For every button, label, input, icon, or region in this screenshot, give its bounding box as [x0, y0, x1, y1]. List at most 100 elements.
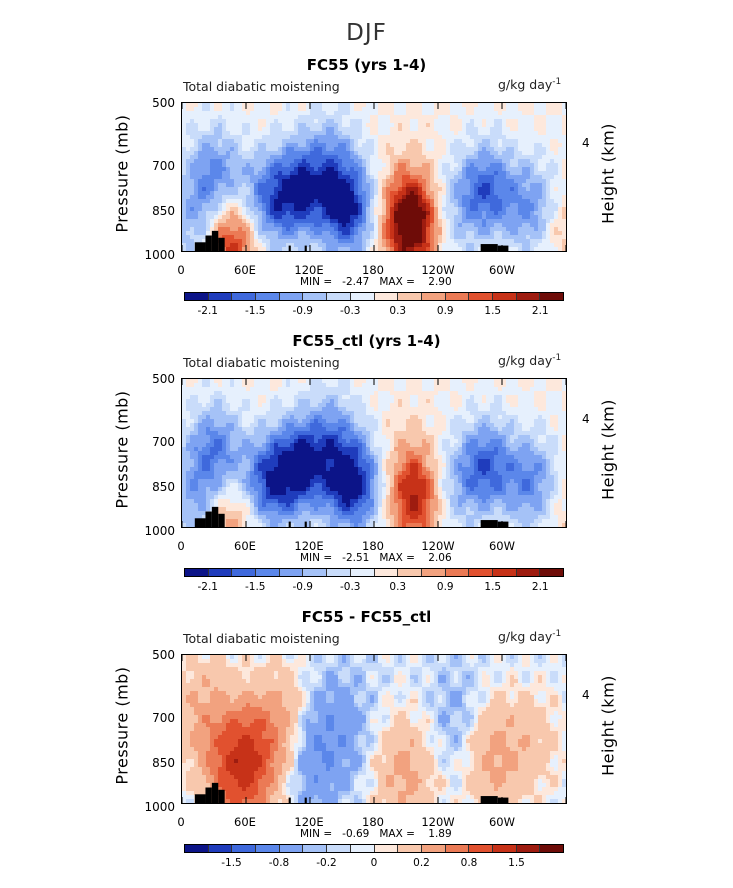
heatmap-cell	[298, 395, 303, 400]
heatmap-cell	[334, 147, 339, 152]
heatmap-cell	[498, 111, 503, 116]
heatmap-cell	[334, 187, 339, 192]
heatmap-cell	[518, 227, 523, 232]
heatmap-cell	[214, 419, 219, 424]
heatmap-cell	[454, 207, 459, 212]
colorbar-tick-label: -1.5	[245, 305, 266, 317]
heatmap-cell	[498, 235, 503, 240]
heatmap-cell	[286, 115, 291, 120]
heatmap-cell	[550, 171, 555, 176]
heatmap-cell	[202, 171, 207, 176]
heatmap-cell	[438, 387, 443, 392]
heatmap-cell	[190, 239, 195, 244]
heatmap-cell	[558, 395, 563, 400]
heatmap-cell	[558, 187, 563, 192]
heatmap-cell	[198, 191, 203, 196]
heatmap-cell	[422, 107, 427, 112]
heatmap-cell	[246, 219, 251, 224]
heatmap-cell	[430, 243, 435, 248]
heatmap-cell	[198, 387, 203, 392]
heatmap-cell	[318, 211, 323, 216]
heatmap-cell	[414, 187, 419, 192]
heatmap-cell	[414, 427, 419, 432]
heatmap-cell	[370, 231, 375, 236]
heatmap-cell	[310, 115, 315, 120]
heatmap-cell	[254, 395, 259, 400]
heatmap-cell	[326, 179, 331, 184]
heatmap-cell	[338, 411, 343, 416]
heatmap-cell	[234, 187, 239, 192]
heatmap-cell	[366, 395, 371, 400]
heatmap-cell	[482, 419, 487, 424]
heatmap-cell	[410, 227, 415, 232]
heatmap-cell	[422, 247, 427, 251]
heatmap-cell	[522, 219, 527, 224]
heatmap-cell	[222, 171, 227, 176]
heatmap-cell	[334, 403, 339, 408]
heatmap-cell	[250, 423, 255, 428]
heatmap-cell	[398, 379, 403, 384]
heatmap-cell	[258, 223, 263, 228]
heatmap-cell	[238, 123, 243, 128]
heatmap-cell	[186, 391, 191, 396]
heatmap-cell	[262, 215, 267, 220]
heatmap-cell	[546, 391, 551, 396]
heatmap-cell	[426, 399, 431, 404]
heatmap-cell	[430, 159, 435, 164]
heatmap-cell	[462, 155, 467, 160]
heatmap-cell	[374, 123, 379, 128]
heatmap-cell	[234, 179, 239, 184]
heatmap-cell	[546, 379, 551, 384]
heatmap-cell	[522, 151, 527, 156]
heatmap-cell	[430, 187, 435, 192]
heatmap-cell	[310, 183, 315, 188]
heatmap-cell	[526, 243, 531, 248]
heatmap-cell	[366, 107, 371, 112]
heatmap-cell	[398, 391, 403, 396]
heatmap-cell	[310, 379, 315, 384]
heatmap-cell	[294, 155, 299, 160]
heatmap-cell	[302, 179, 307, 184]
heatmap-cell	[354, 139, 359, 144]
heatmap-cell	[362, 231, 367, 236]
heatmap-cell	[498, 123, 503, 128]
heatmap-cell	[322, 203, 327, 208]
heatmap-cell	[342, 131, 347, 136]
heatmap-cell	[262, 415, 267, 420]
heatmap-cell	[366, 219, 371, 224]
heatmap-cell	[182, 119, 187, 124]
heatmap-cell	[402, 123, 407, 128]
heatmap-cell	[226, 219, 231, 224]
heatmap-cell	[358, 131, 363, 136]
heatmap-cell	[242, 207, 247, 212]
heatmap-cell	[318, 135, 323, 140]
heatmap-cell	[534, 143, 539, 148]
heatmap-cell	[458, 411, 463, 416]
heatmap-cell	[254, 163, 259, 168]
heatmap-cell	[214, 143, 219, 148]
heatmap-cell	[534, 415, 539, 420]
heatmap-cell	[450, 127, 455, 132]
heatmap-cell	[354, 203, 359, 208]
heatmap-cell	[462, 431, 467, 436]
ytick-label: 1000	[141, 248, 175, 262]
heatmap-cell	[382, 431, 387, 436]
heatmap-cell	[362, 171, 367, 176]
heatmap-cell	[286, 155, 291, 160]
heatmap-cell	[406, 215, 411, 220]
heatmap-cell	[226, 415, 231, 420]
heatmap-cell	[286, 431, 291, 436]
heatmap-cell	[450, 223, 455, 228]
heatmap-cell	[362, 203, 367, 208]
heatmap-cell	[234, 143, 239, 148]
heatmap-cell	[330, 235, 335, 240]
heatmap-cell	[182, 183, 187, 188]
heatmap-cell	[338, 111, 343, 116]
heatmap-cell	[294, 143, 299, 148]
heatmap-cell	[262, 207, 267, 212]
heatmap-cell	[466, 167, 471, 172]
heatmap-cell	[338, 139, 343, 144]
heatmap-cell	[306, 119, 311, 124]
heatmap-cell	[382, 395, 387, 400]
heatmap-cell	[298, 387, 303, 392]
